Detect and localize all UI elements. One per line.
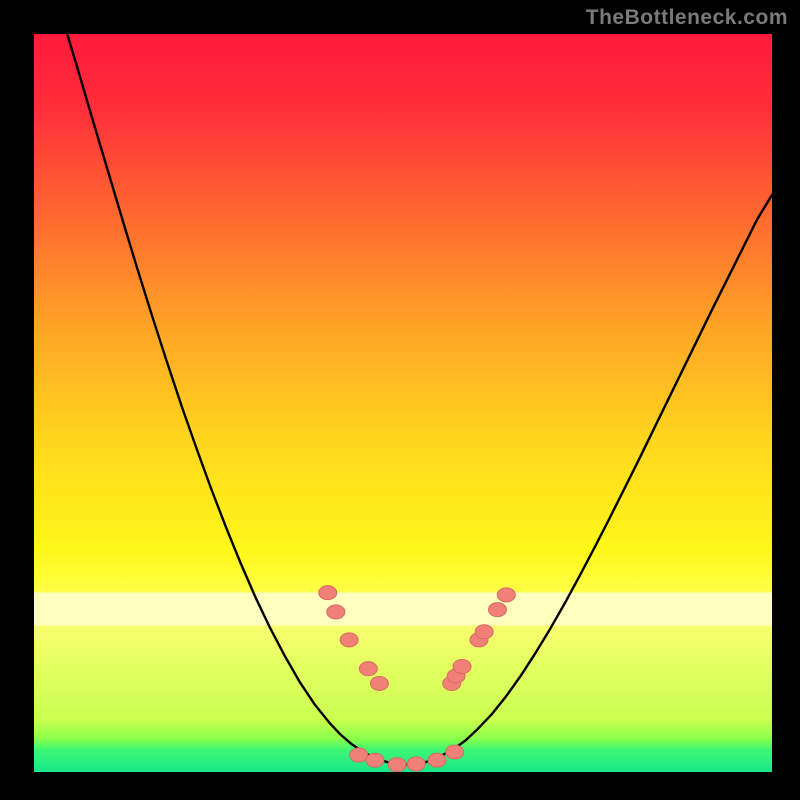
data-marker xyxy=(488,603,506,617)
data-marker xyxy=(359,662,377,676)
data-marker xyxy=(327,605,345,619)
gradient-background xyxy=(34,34,772,772)
bottleneck-chart xyxy=(34,34,772,772)
data-marker xyxy=(497,588,515,602)
data-marker xyxy=(428,753,446,767)
data-marker xyxy=(475,625,493,639)
chart-svg xyxy=(34,34,772,772)
data-marker xyxy=(340,633,358,647)
data-marker xyxy=(446,745,464,759)
data-marker xyxy=(319,586,337,600)
data-marker xyxy=(370,676,388,690)
data-marker xyxy=(407,757,425,771)
data-marker xyxy=(350,748,368,762)
data-marker xyxy=(453,659,471,673)
data-marker xyxy=(366,753,384,767)
data-marker xyxy=(388,758,406,772)
watermark-label: TheBottleneck.com xyxy=(586,6,788,30)
